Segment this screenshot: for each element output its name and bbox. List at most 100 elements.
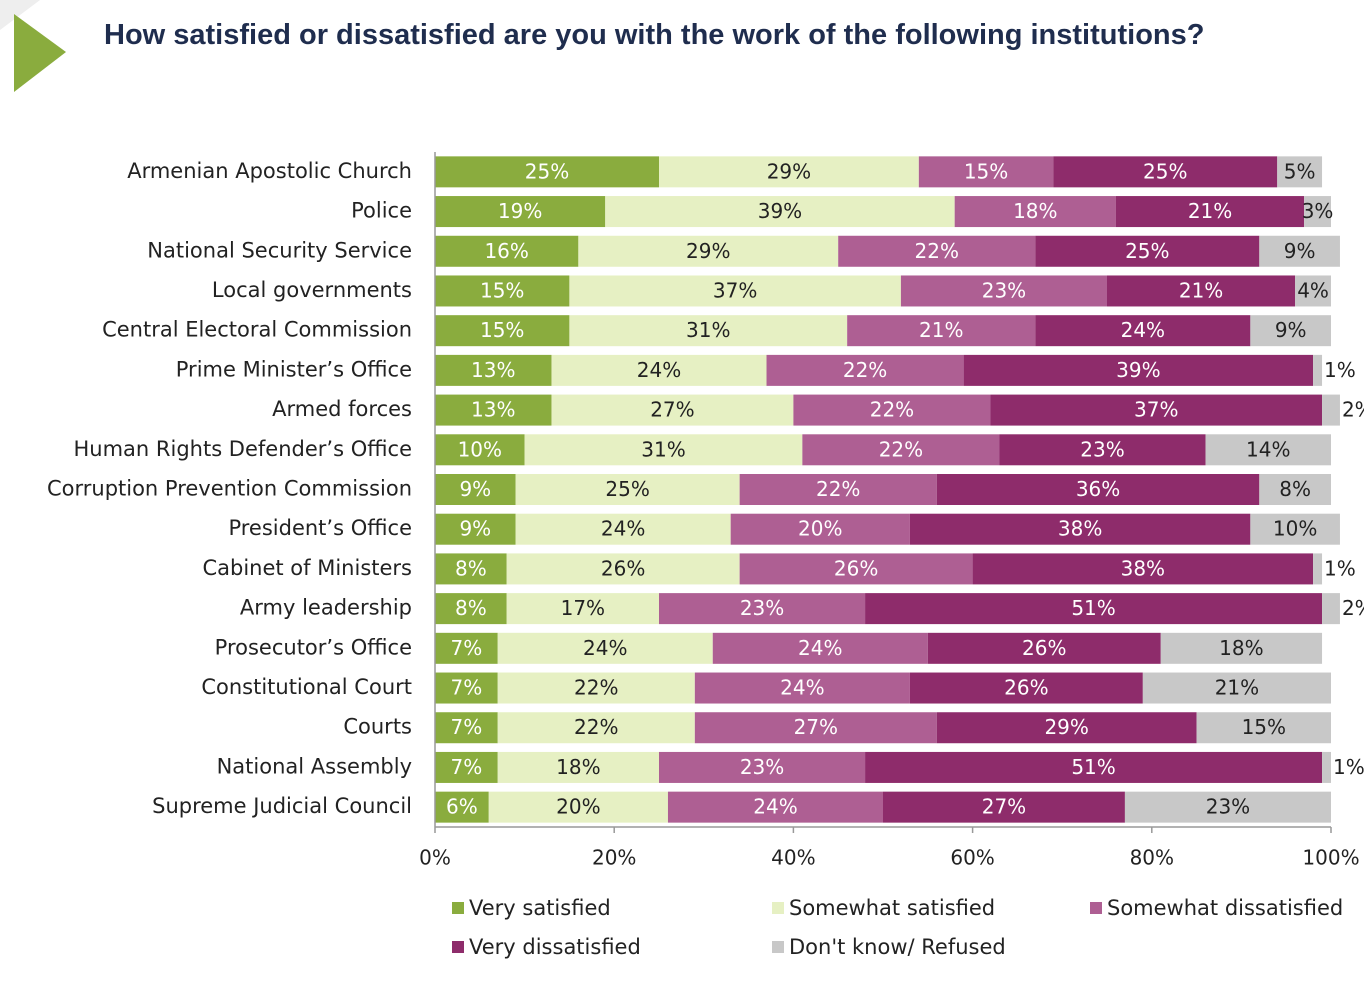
x-tick-label: 20% [592,846,636,870]
bar-segment [1259,235,1340,267]
category-label: Cabinet of Ministers [202,556,412,580]
value-label: 23% [1206,795,1250,819]
bar-segment [1035,315,1251,347]
x-tick-label: 100% [1302,846,1359,870]
value-label: 9% [459,477,491,501]
bar-segment [1250,315,1331,347]
value-label: 24% [583,636,627,660]
bar-segment [1313,354,1323,386]
bar-segment [1250,513,1340,545]
value-label: 10% [1273,517,1317,541]
bar-segment [1115,196,1305,228]
legend-label: Very satisfied [469,896,611,920]
bar-segment [435,315,570,347]
value-label: 22% [816,477,860,501]
value-label: 18% [556,755,600,779]
value-label: 13% [471,358,515,382]
value-label: 25% [1125,239,1169,263]
bar-segment [694,672,910,704]
bar-segment [435,434,525,466]
bar-segment [659,751,866,783]
legend-swatch [1090,902,1102,914]
value-label: 4% [1297,278,1329,302]
bar-segment [972,553,1314,585]
category-label: Supreme Judicial Council [152,794,412,818]
value-label: 31% [686,318,730,342]
category-label: Corruption Prevention Commission [47,477,412,501]
bar-segment [838,235,1036,267]
x-tick-label: 0% [419,846,451,870]
value-label: 9% [1284,239,1316,263]
value-label: 21% [919,318,963,342]
title-marker [14,14,66,92]
legend-label: Somewhat dissatisfied [1107,896,1343,920]
bar-segment [865,593,1323,625]
bar-segment [497,712,695,744]
bar-segment [712,632,928,664]
bar-segment [435,235,579,267]
value-label: 26% [1022,636,1066,660]
value-label: 36% [1076,477,1120,501]
category-label: National Assembly [217,754,412,778]
value-label: 23% [1080,437,1124,461]
value-label: 37% [1134,398,1178,422]
value-label: 25% [1143,159,1187,183]
category-label: Human Rights Defender’s Office [73,437,412,461]
bar-segment [497,751,659,783]
value-label: 24% [798,636,842,660]
value-label: 7% [450,755,482,779]
bar-segment [1160,632,1323,664]
value-label: 16% [484,239,528,263]
value-label: 8% [455,556,487,580]
bar-segment [1313,553,1323,585]
bar-segment [1142,672,1331,704]
value-label: 26% [1004,676,1048,700]
value-label: 22% [870,398,914,422]
value-label: 14% [1246,437,1290,461]
bar-segment [730,513,910,545]
value-label: 9% [1275,318,1307,342]
value-label: 39% [1116,358,1160,382]
bar-segment [1205,434,1331,466]
bar-segment [793,394,991,426]
bar-segment [659,156,919,188]
value-label: 19% [498,199,542,223]
bar-segment [435,275,570,307]
category-label: Police [351,199,412,223]
bar-segment [488,791,668,823]
value-label: 10% [458,437,502,461]
value-label: 13% [471,398,515,422]
bar-segment [883,791,1125,823]
value-label: 22% [574,715,618,739]
category-label: Constitutional Court [201,675,412,699]
value-label: 24% [601,517,645,541]
category-label: Prosecutor’s Office [215,635,412,659]
legend-swatch [452,941,464,953]
value-label: 15% [480,278,524,302]
value-label: 24% [780,676,824,700]
bar-segment [1322,593,1340,625]
bar-segment [506,553,740,585]
value-label: 1% [1324,358,1356,382]
value-label: 27% [982,795,1026,819]
value-label: 8% [455,596,487,620]
value-label: 18% [1219,636,1263,660]
value-label: 21% [1188,199,1232,223]
value-label: 18% [1013,199,1057,223]
bar-segment [435,394,552,426]
bar-segment [1259,474,1331,505]
bar-segment [551,394,794,426]
bar-segment [524,434,803,466]
category-label: President’s Office [228,516,412,540]
value-label: 38% [1121,556,1165,580]
bar-segment [605,196,955,228]
bar-segment [435,632,498,664]
x-tick-label: 40% [771,846,815,870]
x-tick-label: 60% [950,846,994,870]
bar-segment [435,156,659,188]
bar-segment [802,434,1000,466]
value-label: 22% [915,239,959,263]
legend-swatch [772,902,784,914]
value-label: 29% [1044,715,1088,739]
legend-label: Somewhat satisfied [789,896,995,920]
